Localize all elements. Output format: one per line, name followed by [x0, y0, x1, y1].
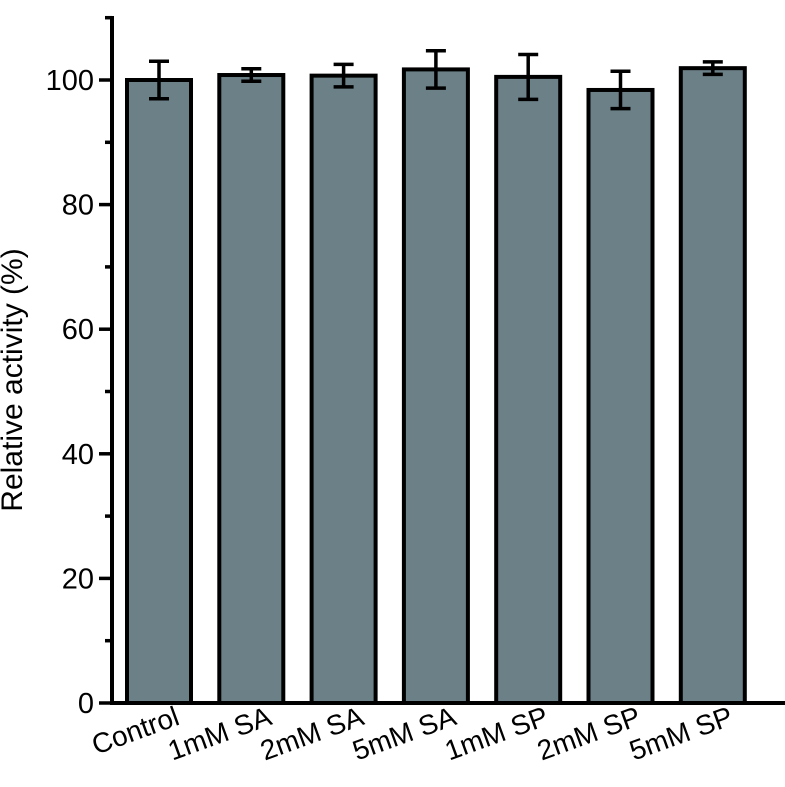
error-bars-layer: [149, 48, 723, 111]
error-bar-7: [702, 60, 723, 77]
bar-2: [217, 73, 286, 706]
x-tick-label-7: 5mM SP: [625, 701, 736, 767]
error-bar-4: [425, 48, 446, 90]
x-tick-label-5: 1mM SP: [441, 701, 552, 767]
bar-4: [401, 67, 470, 705]
y-axis-label: Relative activity (%): [0, 248, 29, 511]
error-bar-5: [518, 52, 539, 102]
bar-3: [309, 73, 378, 706]
y-tick-label: 0: [78, 688, 94, 720]
y-tick-label: 100: [46, 65, 94, 97]
y-tick-label: 80: [62, 190, 94, 222]
error-bar-1: [149, 59, 169, 101]
x-tick-label-6: 2mM SP: [533, 701, 644, 767]
bar-7: [678, 66, 747, 705]
bar-5: [494, 74, 563, 705]
bar-6: [586, 87, 655, 705]
bar-1: [125, 78, 193, 705]
axes-layer: [99, 15, 785, 705]
x-tick-label-2: 1mM SA: [164, 700, 276, 766]
bars-layer: [125, 66, 747, 706]
y-tick-label: 60: [62, 314, 94, 346]
error-bar-3: [333, 62, 354, 89]
y-tick-label: 20: [62, 563, 94, 595]
x-tick-label-3: 2mM SA: [256, 700, 368, 766]
y-tick-label: 40: [62, 439, 94, 471]
error-bar-2: [241, 67, 262, 83]
x-tick-label-4: 5mM SA: [348, 700, 460, 766]
error-bar-6: [610, 69, 631, 111]
